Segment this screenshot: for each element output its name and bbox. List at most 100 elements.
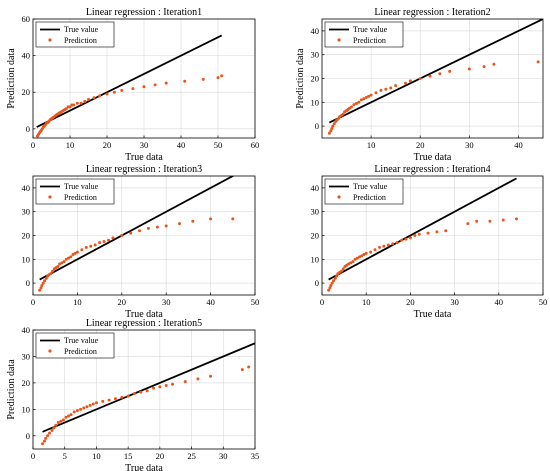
prediction-point — [413, 234, 417, 237]
prediction-point — [93, 243, 97, 247]
prediction-point — [138, 229, 142, 233]
prediction-point — [367, 94, 371, 98]
prediction-point — [331, 279, 335, 283]
prediction-point — [146, 226, 150, 230]
prediction-point — [102, 239, 106, 243]
legend-box — [324, 21, 404, 48]
data-layer — [327, 177, 518, 292]
prediction-point — [475, 219, 479, 223]
x-tick-label: 30 — [450, 297, 459, 307]
prediction-point — [105, 92, 109, 96]
prediction-point — [374, 91, 378, 95]
prediction-point — [80, 248, 84, 252]
prediction-point — [164, 224, 168, 228]
prediction-point — [349, 261, 353, 265]
prediction-point — [417, 232, 421, 236]
y-axis-label: Prediction data — [6, 359, 17, 420]
chart-title: Linear regression : Iteration3 — [86, 164, 202, 175]
x-tick-label: 0 — [31, 451, 35, 461]
legend-prediction-swatch — [48, 38, 52, 42]
y-tick-label: 40 — [311, 26, 320, 36]
legend-prediction-swatch — [48, 195, 52, 199]
prediction-point — [341, 112, 345, 116]
x-tick-label: 25 — [187, 451, 196, 461]
prediction-point — [336, 117, 340, 121]
x-axis-label: True data — [414, 309, 452, 320]
y-tick-label: 40 — [22, 183, 31, 193]
prediction-point — [113, 397, 117, 401]
prediction-point — [362, 253, 366, 257]
prediction-point — [107, 398, 111, 402]
prediction-point — [94, 401, 98, 405]
prediction-point — [39, 286, 43, 290]
true-value-line — [39, 176, 235, 281]
prediction-point — [359, 98, 363, 102]
prediction-point — [418, 77, 422, 80]
prediction-point — [67, 256, 71, 260]
y-tick-label: 20 — [311, 231, 320, 241]
legend-true-label: True value — [353, 182, 388, 191]
prediction-point — [47, 431, 51, 435]
prediction-point — [404, 237, 408, 241]
true-value-line — [328, 19, 543, 124]
y-tick-label: 20 — [311, 74, 320, 84]
x-tick-label: 5 — [63, 451, 67, 461]
x-tick-label: 50 — [251, 297, 260, 307]
prediction-point — [58, 262, 62, 266]
prediction-point — [111, 236, 115, 240]
legend-prediction-swatch — [337, 195, 341, 199]
x-tick-label: 20 — [156, 451, 165, 461]
legend-true-label: True value — [353, 25, 388, 34]
y-tick-label: 30 — [311, 207, 320, 217]
y-tick-label: 0 — [26, 278, 30, 288]
x-tick-label: 40 — [206, 297, 215, 307]
prediction-point — [536, 60, 540, 64]
prediction-point — [145, 389, 149, 393]
prediction-point — [67, 414, 71, 418]
prediction-point — [126, 394, 130, 398]
prediction-point — [106, 238, 110, 242]
legend-box — [35, 21, 115, 48]
prediction-point — [377, 245, 381, 249]
prediction-point — [395, 241, 399, 245]
prediction-point — [72, 103, 76, 107]
prediction-point — [56, 421, 60, 425]
prediction-point — [61, 418, 65, 422]
prediction-point — [327, 131, 331, 135]
y-tick-label: 30 — [311, 50, 320, 60]
prediction-point — [98, 241, 102, 245]
axes-box — [32, 18, 256, 139]
chart-panel-5: 0 5 10 15 20 25 30 35 0 10 20 30 40 Linear regression… — [6, 318, 259, 471]
x-tick-label: 30 — [140, 140, 149, 150]
prediction-point — [42, 439, 46, 443]
axes-box — [321, 18, 544, 139]
chart-panel-1: 0 10 20 30 40 50 60 0 20 40 60 Linear regression : … — [6, 7, 259, 163]
prediction-point — [351, 260, 355, 264]
chart-title: Linear regression : Iteration5 — [86, 318, 202, 329]
prediction-point — [331, 124, 335, 128]
prediction-point — [330, 281, 334, 285]
legend-prediction-label: Prediction — [353, 36, 386, 45]
prediction-point — [335, 274, 339, 278]
prediction-point — [64, 107, 68, 111]
x-tick-label: 30 — [465, 140, 474, 150]
prediction-point — [38, 288, 42, 292]
prediction-point — [466, 222, 470, 226]
y-tick-label: 30 — [22, 351, 31, 361]
x-tick-label: 0 — [320, 297, 324, 307]
x-tick-label: 10 — [66, 140, 75, 150]
x-axis-label: True data — [125, 463, 163, 471]
prediction-point — [51, 269, 55, 273]
prediction-point — [92, 96, 96, 100]
legend-true-label: True value — [64, 336, 99, 345]
prediction-point — [60, 261, 64, 265]
prediction-point — [64, 257, 68, 261]
chart-title: Linear regression : Iteration2 — [374, 7, 490, 18]
x-axis-label: True data — [414, 152, 452, 163]
prediction-point — [362, 97, 366, 101]
prediction-point — [69, 413, 73, 417]
prediction-point — [131, 87, 135, 91]
x-tick-label: 0 — [31, 297, 35, 307]
x-axis-label: True data — [125, 152, 163, 163]
y-tick-label: 30 — [22, 207, 31, 217]
